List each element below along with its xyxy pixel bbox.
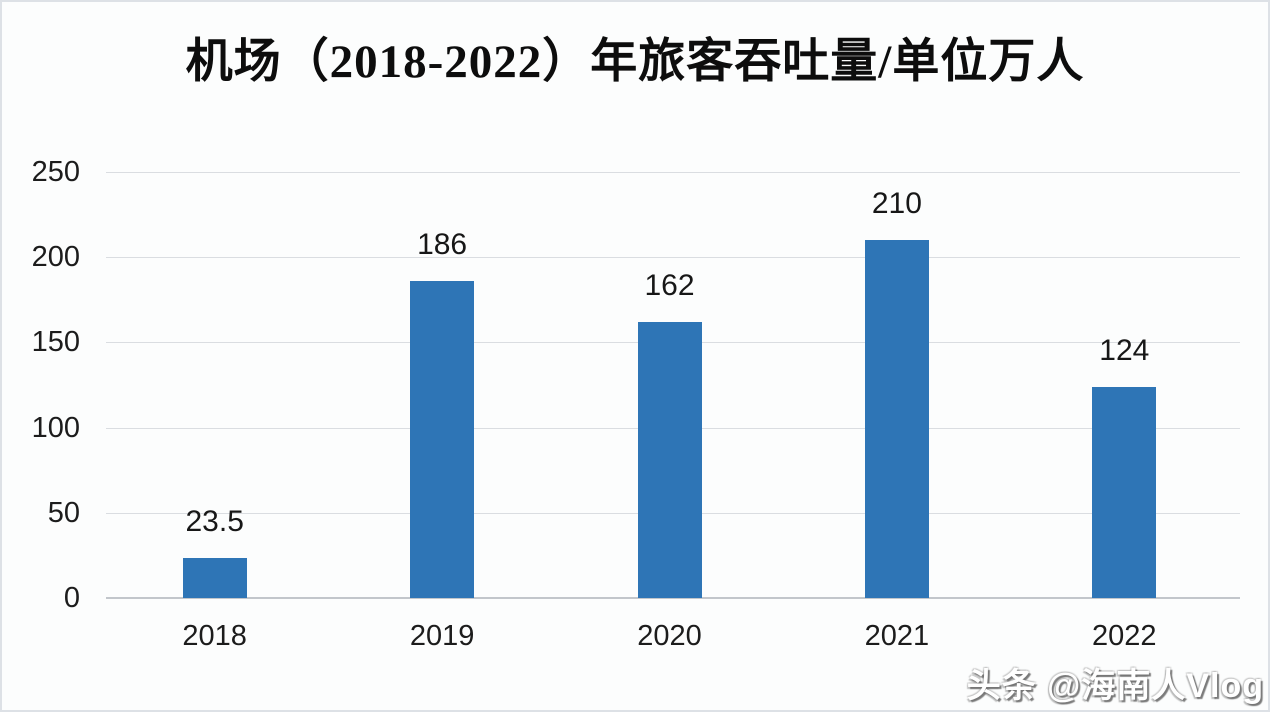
x-tick-label: 2018 [182, 620, 247, 652]
bar-value-label: 23.5 [185, 504, 244, 538]
bar-value-label: 162 [644, 268, 695, 302]
bar [1092, 386, 1157, 598]
y-tick-label: 0 [63, 582, 80, 614]
bar-value-label: 124 [1099, 333, 1150, 367]
x-axis-line [106, 597, 1240, 599]
bar [410, 281, 475, 598]
y-tick-label: 200 [31, 241, 80, 274]
x-tick-label: 2020 [637, 620, 702, 652]
y-tick-label: 100 [31, 411, 80, 444]
y-tick-label: 50 [47, 496, 80, 529]
bar-value-label: 186 [417, 228, 468, 262]
y-tick-label: 150 [31, 326, 80, 359]
x-tick-label: 2021 [864, 620, 930, 652]
bar-value-label: 210 [871, 187, 922, 221]
chart-title: 机场（2018-2022）年旅客吞吐量/单位万人 [185, 36, 1085, 88]
y-tick-label: 250 [31, 156, 80, 188]
bar [182, 557, 247, 598]
bar [864, 240, 929, 598]
x-tick-label: 2019 [409, 620, 475, 652]
bar [637, 321, 702, 598]
gridline [106, 172, 1240, 173]
watermark: 头条 @海南人Vlog [966, 667, 1264, 705]
gridline [106, 257, 1240, 259]
x-tick-label: 2022 [1092, 620, 1157, 652]
